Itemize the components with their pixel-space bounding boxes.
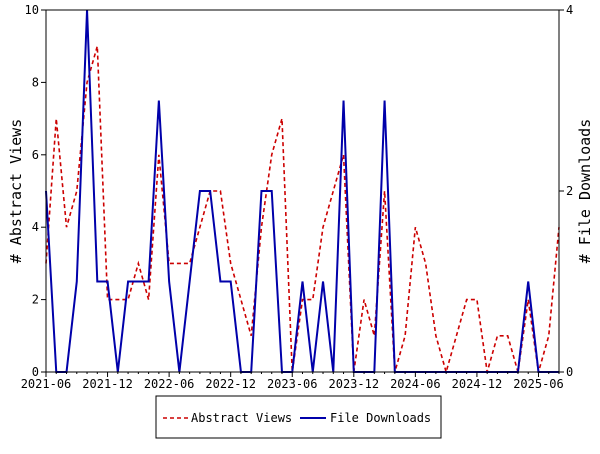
series-line-abstract-views <box>45 45 560 375</box>
y-right-tick-label: 0 <box>566 365 573 379</box>
series-line-file-downloads <box>45 9 559 373</box>
x-tick-label: 2023-12 <box>329 377 380 391</box>
legend-box <box>155 395 442 439</box>
y-left-tick-label: 8 <box>32 75 39 89</box>
plot-area <box>45 9 560 375</box>
y-left-tick-label: 2 <box>32 293 39 307</box>
y-right-tick-label: 2 <box>566 184 573 198</box>
legend-label-abstract-views: Abstract Views <box>191 411 292 425</box>
x-tick-label: 2024-12 <box>452 377 503 391</box>
y-left-axis-title: # Abstract Views <box>7 119 25 264</box>
y-right-tick-label: 4 <box>566 3 573 17</box>
y-left-tick-label: 6 <box>32 148 39 162</box>
x-tick-label: 2024-06 <box>390 377 441 391</box>
x-tick-label: 2022-06 <box>144 377 195 391</box>
x-tick-label: 2022-12 <box>205 377 256 391</box>
plot-frame <box>45 9 560 373</box>
axes: 0 2 4 6 8 10 0 2 4 2021-06 2021-12 2022-06 2022-12 20… <box>7 3 594 391</box>
y-left-tick-label: 0 <box>32 365 39 379</box>
legend-label-file-downloads: File Downloads <box>330 411 431 425</box>
x-tick-label: 2023-06 <box>267 377 318 391</box>
y-left-tick-label: 4 <box>32 220 39 234</box>
y-right-axis-title: # File Downloads <box>576 119 594 264</box>
x-tick-label: 2021-06 <box>21 377 72 391</box>
x-tick-label: 2021-12 <box>82 377 133 391</box>
y-left-tick-label: 10 <box>25 3 39 17</box>
x-tick-label: 2025-06 <box>513 377 564 391</box>
legend: Abstract Views File Downloads <box>155 395 442 439</box>
